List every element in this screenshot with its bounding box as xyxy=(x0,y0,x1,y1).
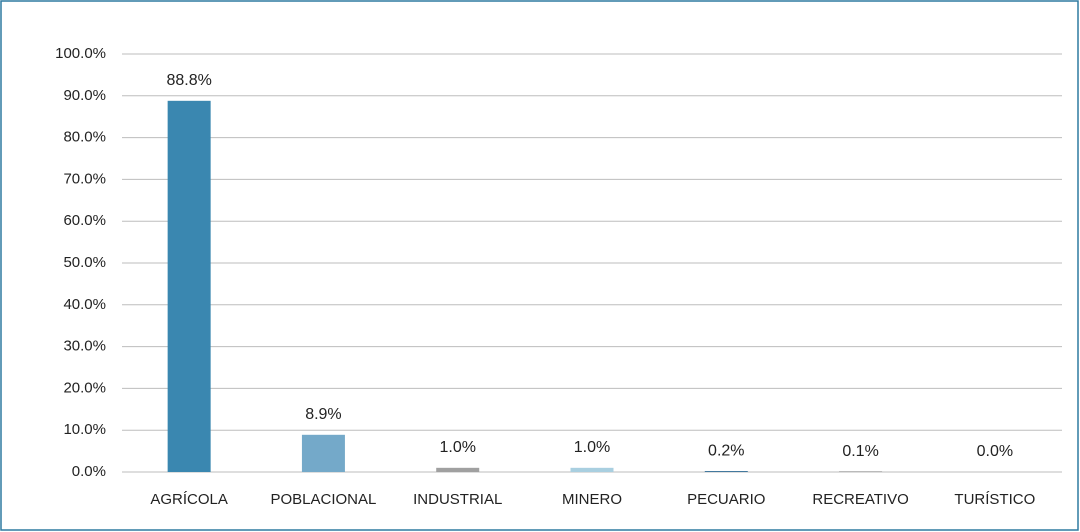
x-tick-label: PECUARIO xyxy=(687,491,765,508)
data-label: 0.2% xyxy=(708,442,744,459)
y-tick-label: 100.0% xyxy=(55,45,106,62)
y-tick-label: 70.0% xyxy=(63,170,106,187)
x-tick-label: INDUSTRIAL xyxy=(413,491,502,508)
y-tick-label: 0.0% xyxy=(72,463,106,480)
data-label: 1.0% xyxy=(439,439,475,456)
y-tick-label: 40.0% xyxy=(63,296,106,313)
bar xyxy=(570,467,614,472)
y-tick-label: 80.0% xyxy=(63,129,106,146)
bar xyxy=(436,467,480,472)
y-tick-label: 10.0% xyxy=(63,421,106,438)
data-label: 0.0% xyxy=(977,443,1013,460)
data-label: 1.0% xyxy=(574,439,610,456)
x-tick-label: RECREATIVO xyxy=(812,491,908,508)
y-tick-label: 50.0% xyxy=(63,254,106,271)
x-tick-label: POBLACIONAL xyxy=(270,491,376,508)
bar xyxy=(167,100,211,472)
y-tick-label: 60.0% xyxy=(63,212,106,229)
data-label: 0.1% xyxy=(842,443,878,460)
y-tick-label: 20.0% xyxy=(63,379,106,396)
data-label: 88.8% xyxy=(166,72,211,89)
bar xyxy=(301,434,345,472)
x-tick-label: AGRÍCOLA xyxy=(150,491,228,508)
x-tick-label: TURÍSTICO xyxy=(954,491,1035,508)
x-tick-label: MINERO xyxy=(562,491,622,508)
bar xyxy=(704,471,748,472)
data-label: 8.9% xyxy=(305,406,341,423)
y-tick-label: 90.0% xyxy=(63,87,106,104)
y-tick-label: 30.0% xyxy=(63,338,106,355)
